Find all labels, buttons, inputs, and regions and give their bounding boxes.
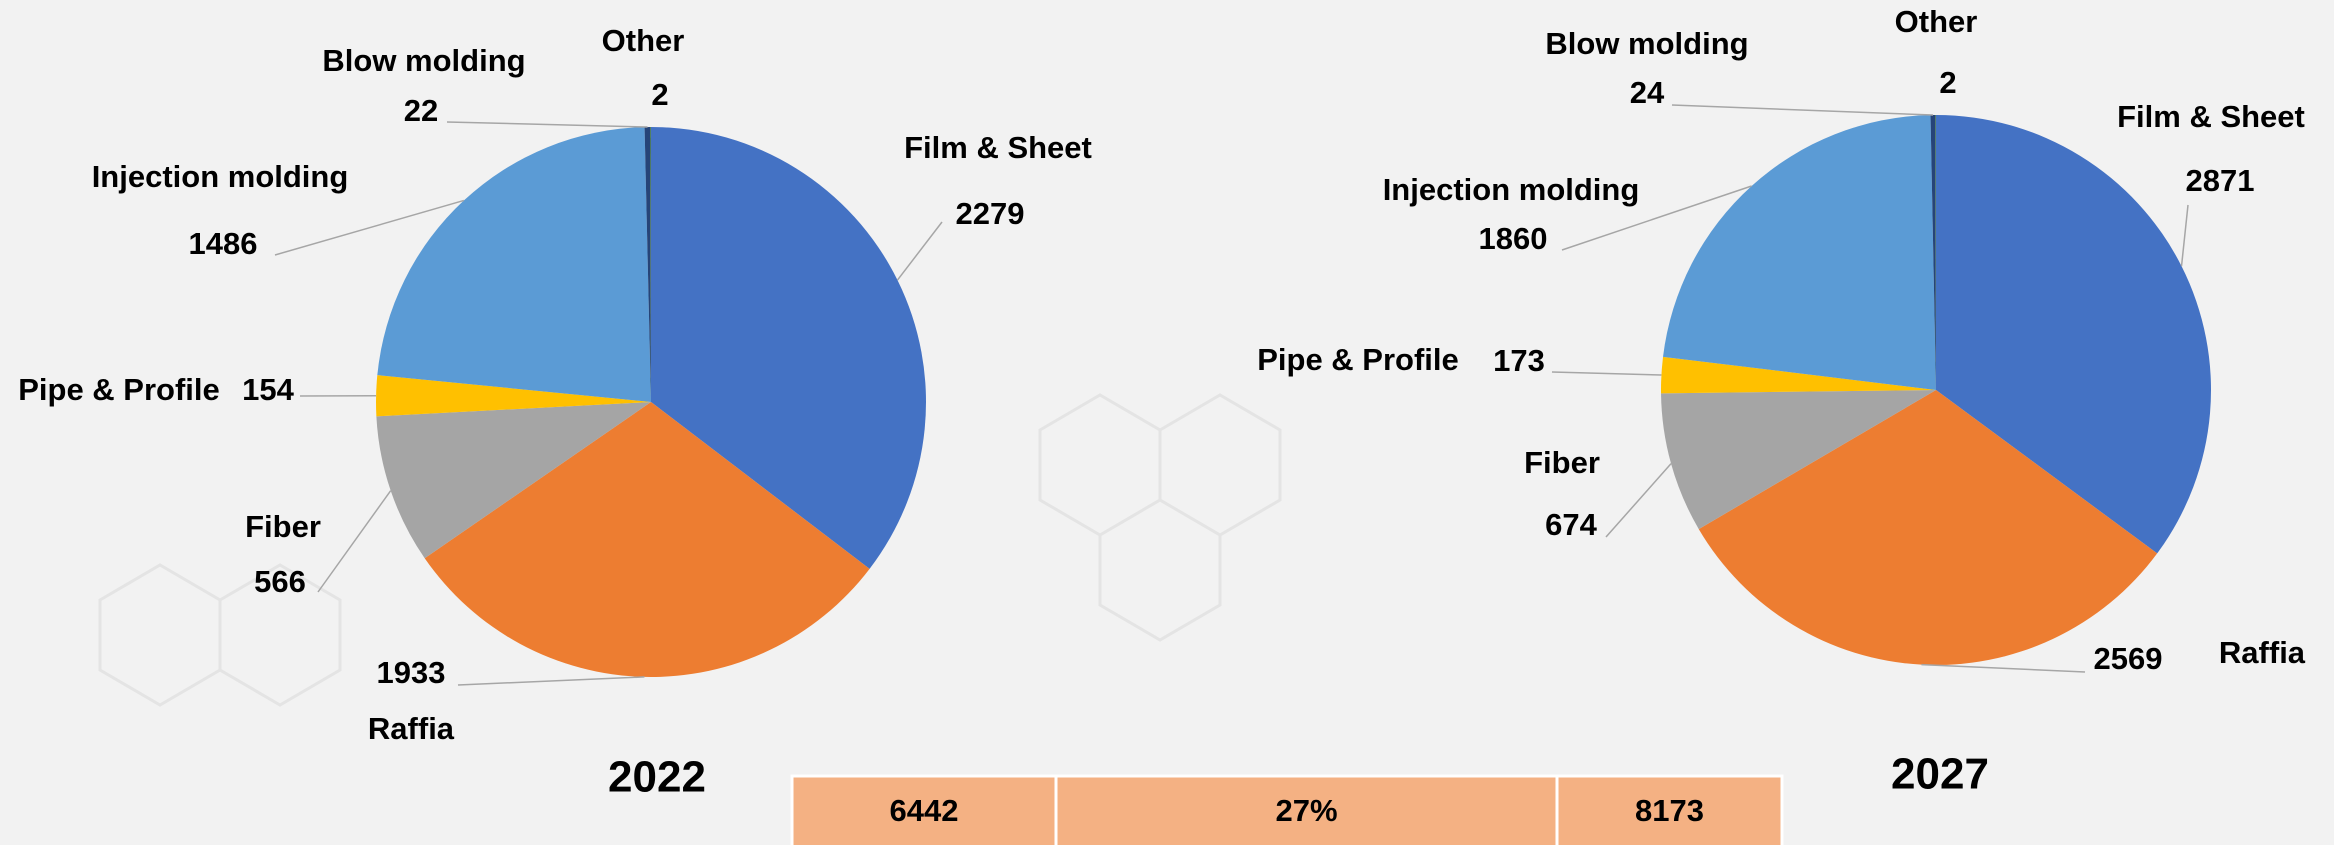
leader-line [1605, 463, 1672, 538]
chart-title: 2022 [608, 753, 706, 802]
leader-line [1551, 371, 1662, 376]
leader-line [446, 121, 648, 128]
pie-slice [424, 402, 870, 677]
table-cell-text: 8173 [1635, 793, 1704, 828]
slice-value: 1486 [189, 226, 258, 261]
slice-label: Blow molding [322, 43, 525, 78]
leader-line [896, 221, 943, 281]
slice-value: 674 [1545, 507, 1597, 542]
table-cell [1054, 774, 1559, 845]
leader-line [1921, 663, 2086, 673]
table-cell [1555, 774, 1784, 845]
pie-slice [1930, 115, 1936, 390]
leader-line [1671, 104, 1934, 116]
slice-value: 1933 [377, 655, 446, 690]
leader-line [317, 490, 392, 593]
slice-label: Film & Sheet [904, 130, 1092, 165]
slice-value: 2 [1939, 65, 1956, 100]
slice-value: 566 [254, 564, 306, 599]
leader-line [2180, 204, 2189, 267]
slice-label: Other [1895, 4, 1978, 39]
pie-slice [377, 127, 651, 402]
pie-slice [376, 402, 651, 559]
pie-slice [1663, 115, 1936, 390]
slice-value: 154 [242, 372, 294, 407]
slice-value: 173 [1493, 343, 1545, 378]
slice-value: 2279 [956, 196, 1025, 231]
slice-value: 2569 [2094, 641, 2163, 676]
slice-value: 22 [404, 93, 438, 128]
leader-line [1561, 185, 1752, 251]
pie-slice [644, 127, 651, 403]
slice-label: Fiber [245, 509, 321, 544]
pie-slice [1698, 390, 2158, 665]
slice-label: Injection molding [92, 159, 349, 194]
pie-slice [376, 375, 651, 417]
slice-label: Fiber [1524, 445, 1600, 480]
pie-slice [1661, 390, 1936, 530]
slice-label: Film & Sheet [2117, 99, 2305, 134]
slice-label: Other [602, 23, 685, 58]
slice-label: Pipe & Profile [18, 372, 220, 407]
slice-label: Raffia [2219, 635, 2306, 670]
leader-line [274, 199, 465, 256]
slice-value: 2 [651, 77, 668, 112]
slice-label: Blow molding [1545, 26, 1748, 61]
pie-slice [650, 127, 651, 402]
table-cell-text: 27% [1275, 793, 1337, 828]
slice-label: Injection molding [1383, 172, 1640, 207]
chart-title: 2027 [1891, 750, 1989, 799]
pie-slice [1936, 115, 2211, 554]
slice-value: 1860 [1479, 221, 1548, 256]
slice-label: Raffia [368, 711, 455, 746]
background-hexagons [98, 393, 1282, 707]
leader-line [457, 676, 645, 686]
slice-value: 24 [1630, 75, 1665, 110]
table-cell-text: 6442 [890, 793, 959, 828]
slice-label: Pipe & Profile [1257, 342, 1459, 377]
slice-value: 2871 [2186, 163, 2255, 198]
pie-slice [651, 127, 927, 569]
pie-slice [1661, 356, 1936, 394]
